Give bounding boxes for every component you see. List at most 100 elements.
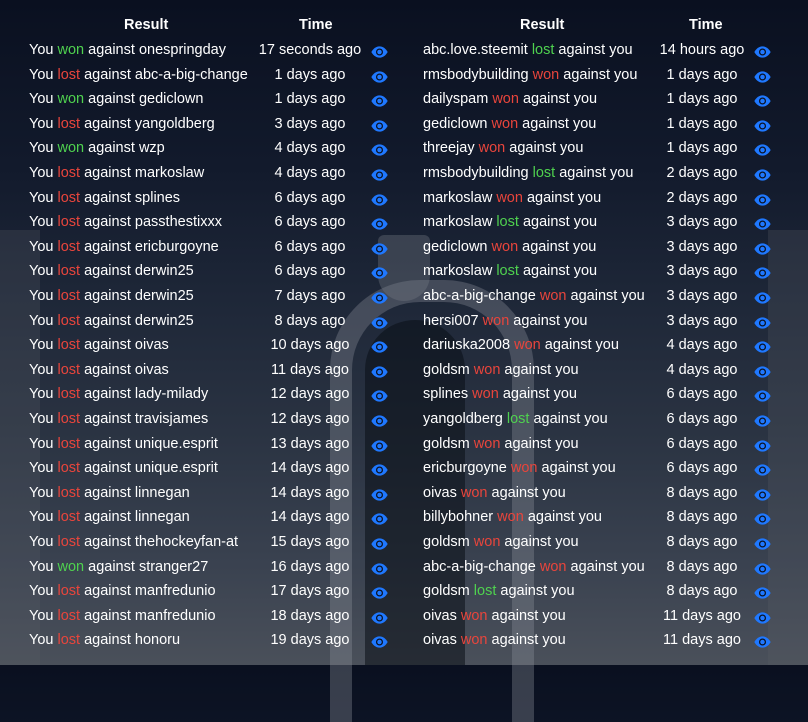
eye-icon[interactable] [371, 191, 388, 206]
table-row: You won against stranger27 16 days ago [0, 555, 400, 579]
table-row: oivas won against you 8 days ago [400, 481, 808, 505]
eye-icon[interactable] [754, 215, 771, 230]
time-ago: 6 days ago [274, 263, 346, 280]
eye-icon[interactable] [754, 584, 771, 599]
eye-icon[interactable] [754, 535, 771, 550]
eye-icon[interactable] [371, 535, 388, 550]
table-row: You lost against manfredunio 17 days ago [0, 579, 400, 603]
outcome-label: lost [57, 361, 81, 378]
against-you-label: against you [526, 189, 602, 206]
time-ago: 4 days ago [274, 140, 346, 157]
eye-icon[interactable] [754, 43, 771, 58]
outcome-label: won [532, 66, 560, 83]
opponent-name: markoslaw [423, 214, 493, 231]
time-ago: 2 days ago [666, 165, 738, 181]
eye-icon[interactable] [371, 68, 388, 83]
opponent-name: thehockeyfan-at [134, 534, 239, 550]
against-you-label: against you [504, 435, 579, 452]
eye-icon[interactable] [371, 584, 388, 599]
against-you-label: against you [491, 632, 566, 649]
against-label: against [88, 91, 135, 108]
outcome-label: lost [57, 632, 81, 649]
eye-icon[interactable] [371, 117, 388, 132]
eye-icon[interactable] [754, 363, 771, 378]
eye-icon[interactable] [754, 387, 771, 403]
eye-icon[interactable] [754, 264, 771, 280]
eye-icon[interactable] [371, 510, 388, 526]
eye-icon[interactable] [371, 461, 388, 476]
outcome-label: won [472, 386, 499, 403]
time-ago: 6 days ago [666, 386, 738, 403]
time-ago: 4 days ago [274, 165, 346, 181]
opponent-name: derwin25 [134, 263, 194, 280]
eye-icon[interactable] [754, 510, 771, 526]
against-label: against [88, 558, 135, 575]
opponent-name: abc-a-big-change [423, 558, 536, 575]
eye-icon[interactable] [371, 609, 388, 624]
eye-icon[interactable] [371, 240, 388, 255]
you-label: You [29, 484, 54, 501]
table-row: You lost against ericburgoyne 6 days ago [0, 235, 400, 259]
eye-icon[interactable] [754, 166, 771, 181]
opponent-name: yangoldberg [423, 411, 503, 427]
result-header: Result [124, 17, 169, 33]
outcome-label: lost [57, 337, 81, 354]
eye-icon[interactable] [371, 314, 388, 329]
outcome-label: lost [57, 312, 81, 329]
outcome-label: won [473, 534, 501, 550]
eye-icon[interactable] [371, 289, 388, 304]
table-row: You lost against thehockeyfan-at 15 days … [0, 530, 400, 554]
eye-icon[interactable] [754, 338, 771, 353]
eye-icon[interactable] [754, 486, 771, 501]
result-text: dailyspam won against you [423, 87, 597, 111]
eye-icon[interactable] [754, 92, 771, 107]
result-text: You lost against derwin25 [29, 259, 194, 283]
eye-icon[interactable] [754, 412, 771, 427]
result-text: goldsm won against you [423, 432, 579, 456]
result-text: You lost against unique.esprit [29, 432, 218, 456]
outcome-label: lost [496, 263, 519, 280]
opponent-name: goldsm [423, 361, 470, 378]
eye-icon[interactable] [371, 363, 388, 378]
result-text: You lost against ericburgoyne [29, 235, 219, 259]
eye-icon[interactable] [371, 43, 388, 58]
eye-icon[interactable] [754, 633, 771, 649]
eye-icon[interactable] [371, 412, 388, 427]
eye-icon[interactable] [754, 314, 771, 329]
outcome-label: won [492, 91, 519, 108]
result-text: gediclown won against you [423, 235, 596, 259]
eye-icon[interactable] [754, 437, 771, 452]
eye-icon[interactable] [371, 141, 388, 157]
eye-icon[interactable] [754, 68, 771, 83]
time-ago: 6 days ago [666, 435, 738, 452]
eye-icon[interactable] [371, 92, 388, 107]
outcome-label: won [460, 607, 488, 624]
eye-icon[interactable] [754, 141, 771, 157]
eye-icon[interactable] [754, 609, 771, 624]
eye-icon[interactable] [754, 117, 771, 132]
eye-icon[interactable] [371, 166, 388, 181]
eye-icon[interactable] [371, 264, 388, 280]
result-header: Result [520, 17, 565, 33]
you-label: You [29, 337, 54, 354]
eye-icon[interactable] [371, 633, 388, 649]
eye-icon[interactable] [371, 215, 388, 230]
eye-icon[interactable] [371, 560, 388, 575]
eye-icon[interactable] [371, 437, 388, 452]
eye-icon[interactable] [754, 461, 771, 476]
result-text: You lost against passthestixxx [29, 210, 222, 234]
eye-icon[interactable] [754, 240, 771, 255]
eye-icon[interactable] [754, 560, 771, 575]
outcome-label: lost [57, 115, 81, 132]
opponent-name: oivas [423, 484, 457, 501]
table-row: goldsm won against you 4 days ago [400, 358, 808, 382]
eye-icon[interactable] [754, 191, 771, 206]
eye-icon[interactable] [371, 338, 388, 353]
against-you-label: against you [563, 66, 638, 83]
eye-icon[interactable] [371, 486, 388, 501]
table-row: gediclown won against you 1 days ago [400, 112, 808, 136]
eye-icon[interactable] [371, 387, 388, 403]
eye-icon[interactable] [754, 289, 771, 304]
table-row: billybohner won against you 8 days ago [400, 505, 808, 529]
result-text: You won against stranger27 [29, 555, 208, 579]
